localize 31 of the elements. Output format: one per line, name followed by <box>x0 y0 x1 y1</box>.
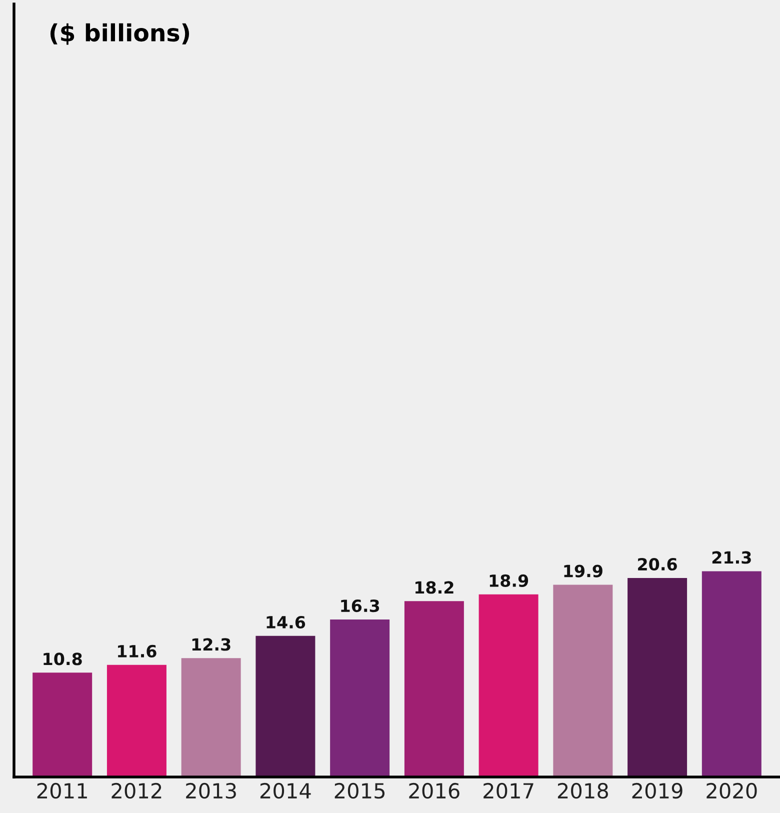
bar <box>181 658 241 777</box>
y-axis-title: ($ billions) <box>50 23 190 45</box>
x-tick-label: 2018 <box>558 782 608 799</box>
bar <box>256 636 316 777</box>
data-label: 18.2 <box>416 581 454 594</box>
data-label: 12.3 <box>192 638 230 651</box>
bar <box>702 571 762 777</box>
bar <box>106 664 166 777</box>
data-label: 21.3 <box>712 551 751 564</box>
data-label: 16.3 <box>341 600 380 612</box>
bar <box>628 578 688 777</box>
data-label: 20.6 <box>638 558 677 571</box>
bar <box>553 584 613 777</box>
x-tick-label: 2011 <box>37 782 87 799</box>
x-tick-label: 2013 <box>186 782 236 799</box>
x-tick-label: 2020 <box>706 782 757 799</box>
x-tick-label: 2017 <box>484 782 534 799</box>
bar <box>32 672 92 777</box>
x-tick-label: 2014 <box>260 782 311 799</box>
data-label: 10.8 <box>44 652 82 666</box>
x-tick-label: 2015 <box>334 782 385 799</box>
x-tick-label: 2012 <box>112 782 162 799</box>
bar <box>330 620 390 777</box>
data-label: 18.9 <box>490 574 528 587</box>
x-tick-label: 2019 <box>632 782 682 799</box>
bar <box>404 601 464 777</box>
data-label: 19.9 <box>564 564 602 578</box>
data-label: 11.6 <box>118 644 156 658</box>
bar <box>478 594 538 777</box>
x-tick-label: 2016 <box>409 782 460 799</box>
data-label: 14.6 <box>266 616 306 629</box>
